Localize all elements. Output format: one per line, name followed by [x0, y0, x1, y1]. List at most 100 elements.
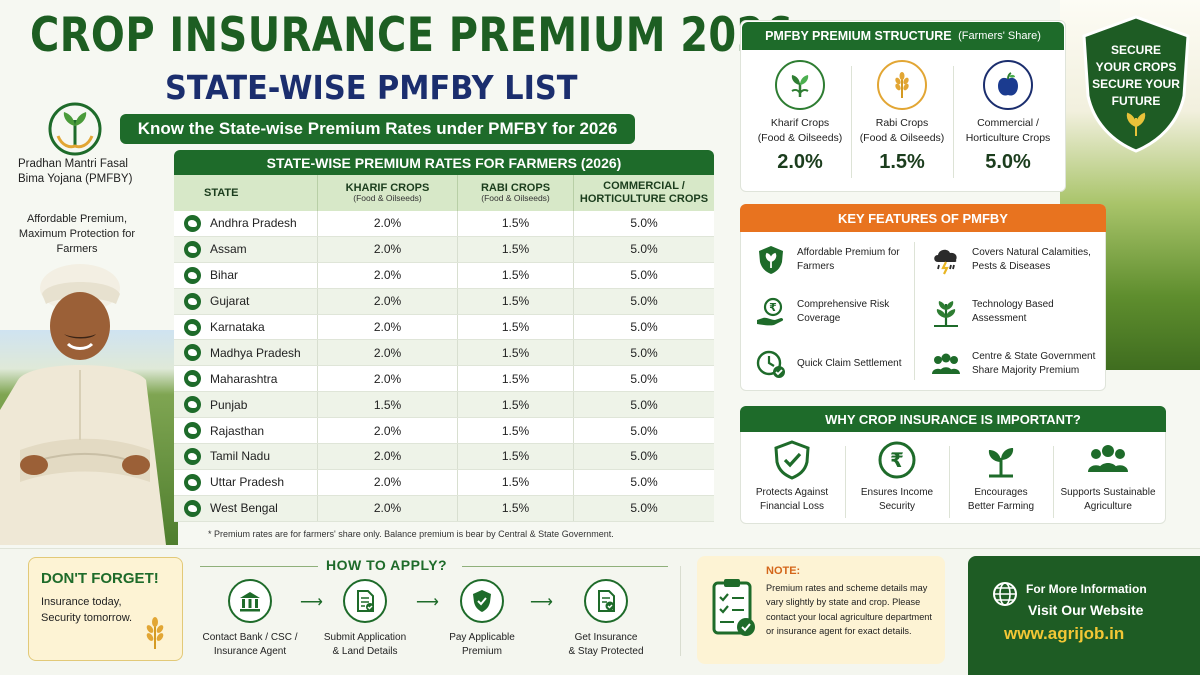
scheme-description: Affordable Premium, Maximum Protection f… [18, 213, 136, 255]
globe-icon [993, 582, 1017, 606]
plant-tech-icon [934, 301, 958, 327]
key-features-title: KEY FEATURES OF PMFBY [740, 204, 1106, 232]
kharif-rate: 1.5% [318, 392, 458, 418]
feature-item: Covers Natural Calamities, Pests & Disea… [930, 240, 1100, 280]
feature-item: ₹ Comprehensive Risk Coverage [755, 292, 925, 332]
state-map-icon [184, 499, 201, 517]
divider [914, 242, 915, 380]
commercial-rate: 5.0% [630, 449, 658, 464]
shield-line-1: SECURE [1111, 43, 1161, 57]
apply-step: Pay Applicable Premium [420, 579, 544, 659]
table-row: Gujarat 2.0% 1.5% 5.0% [174, 288, 714, 315]
state-name: Uttar Pradesh [210, 475, 285, 490]
state-name: Gujarat [210, 294, 250, 309]
rabi-value: 1.5% [879, 151, 925, 174]
shield-check-icon [774, 440, 810, 480]
apply-step: Get Insurance & Stay Protected [544, 579, 668, 659]
why-item: Supports Sustainable Agriculture [1056, 440, 1160, 514]
header-kharif: KHARIF CROPS (Food & Oilseeds) [318, 175, 458, 211]
table-row: Bihar 2.0% 1.5% 5.0% [174, 262, 714, 289]
table-body: Andhra Pradesh 2.0% 1.5% 5.0% Assam 2.0% 1.5%… [174, 211, 714, 522]
storm-cloud-icon [934, 249, 957, 275]
state-map-icon [184, 240, 201, 258]
decor-line [200, 566, 318, 567]
header-commercial: COMMERCIAL / HORTICULTURE CROPS [579, 180, 709, 205]
table-title: STATE-WISE PREMIUM RATES FOR FARMERS (20… [174, 150, 714, 175]
sprout-icon [775, 60, 825, 110]
commercial-value: 5.0% [985, 151, 1031, 174]
why-item: ₹ Ensures Income Security [845, 440, 949, 514]
feature-item: Technology Based Assessment [930, 292, 1100, 332]
commercial-rate: 5.0% [630, 242, 658, 257]
table-row: Madhya Pradesh 2.0% 1.5% 5.0% [174, 340, 714, 367]
table-row: Andhra Pradesh 2.0% 1.5% 5.0% [174, 211, 714, 237]
shield-line-3: SECURE YOUR [1092, 77, 1180, 91]
state-map-icon [184, 447, 201, 465]
commercial-rate: 5.0% [630, 216, 658, 231]
commercial-rate: 5.0% [630, 501, 658, 516]
rabi-rate: 1.5% [458, 211, 574, 236]
website-link[interactable]: www.agrijob.in [1004, 624, 1125, 643]
commercial-rate: 5.0% [630, 475, 658, 490]
note-title: NOTE: [766, 565, 801, 577]
feature-item: Affordable Premium for Farmers [755, 240, 925, 280]
table-row: Maharashtra 2.0% 1.5% 5.0% [174, 366, 714, 393]
rabi-rate: 1.5% [458, 418, 574, 444]
rabi-rate: 1.5% [458, 262, 574, 288]
state-map-icon [184, 422, 201, 440]
state-map-icon [184, 266, 201, 284]
how-to-apply-title: HOW TO APPLY? [326, 557, 448, 573]
info-label: For More Information [1026, 582, 1147, 596]
divider [851, 66, 852, 178]
arrow-right-icon: ⟶ [300, 594, 323, 611]
kharif-rate: 2.0% [318, 211, 458, 236]
state-map-icon [184, 473, 201, 491]
state-name: Bihar [210, 268, 239, 283]
state-map-icon [184, 396, 201, 414]
header-rabi: RABI CROPS (Food & Oilseeds) [458, 175, 574, 211]
feature-item: Quick Claim Settlement [755, 344, 925, 384]
clipboard-checklist-icon [712, 579, 755, 636]
divider [1053, 446, 1054, 518]
rabi-rate: 1.5% [458, 236, 574, 262]
commercial-rate: 5.0% [630, 320, 658, 334]
divider [845, 446, 846, 518]
kharif-rate: 2.0% [318, 495, 458, 521]
rabi-rate: 1.5% [458, 469, 574, 495]
state-map-icon [184, 292, 201, 310]
table-footnote: * Premium rates are for farmers' share o… [208, 529, 614, 539]
community-icon [1088, 445, 1128, 472]
why-important-title: WHY CROP INSURANCE IS IMPORTANT? [740, 406, 1166, 432]
shield-leaf-icon [759, 246, 783, 274]
rabi-rate: 1.5% [458, 444, 574, 469]
state-name: Punjab [210, 397, 248, 412]
svg-text:₹: ₹ [769, 301, 777, 314]
state-name: West Bengal [210, 501, 278, 516]
arrow-right-icon: ⟶ [416, 594, 439, 611]
pmfby-logo-icon [48, 102, 102, 156]
divider [953, 66, 954, 178]
apply-step: Contact Bank / CSC / Insurance Agent [188, 579, 312, 659]
state-name: Madhya Pradesh [210, 345, 301, 360]
premium-kharif: Kharif Crops (Food & Oilseeds) 2.0% [750, 60, 850, 174]
table-row: Rajasthan 2.0% 1.5% 5.0% [174, 418, 714, 445]
kharif-rate: 2.0% [318, 262, 458, 288]
info-visit-label: Visit Our Website [1028, 602, 1144, 618]
state-name: Maharashtra [210, 371, 278, 386]
premium-commercial: Commercial / Horticulture Crops 5.0% [958, 60, 1058, 174]
divider [680, 566, 681, 656]
document-check-icon [584, 579, 628, 623]
reminder-box: DON'T FORGET! Insurance today, Security … [28, 557, 183, 661]
table-header: STATE KHARIF CROPS (Food & Oilseeds) RABI… [174, 175, 714, 211]
kharif-rate: 2.0% [318, 444, 458, 469]
commercial-rate: 5.0% [630, 345, 658, 360]
document-icon [343, 579, 387, 623]
state-map-icon [184, 214, 201, 232]
commercial-rate: 5.0% [630, 294, 658, 309]
rabi-rate: 1.5% [458, 288, 574, 314]
state-name: Andhra Pradesh [210, 216, 297, 231]
note-text: Premium rates and scheme details may var… [766, 583, 932, 636]
apply-step: Submit Application & Land Details [303, 579, 427, 659]
main-title: CROP INSURANCE PREMIUM 2026 [30, 8, 794, 63]
rabi-rate: 1.5% [458, 366, 574, 392]
